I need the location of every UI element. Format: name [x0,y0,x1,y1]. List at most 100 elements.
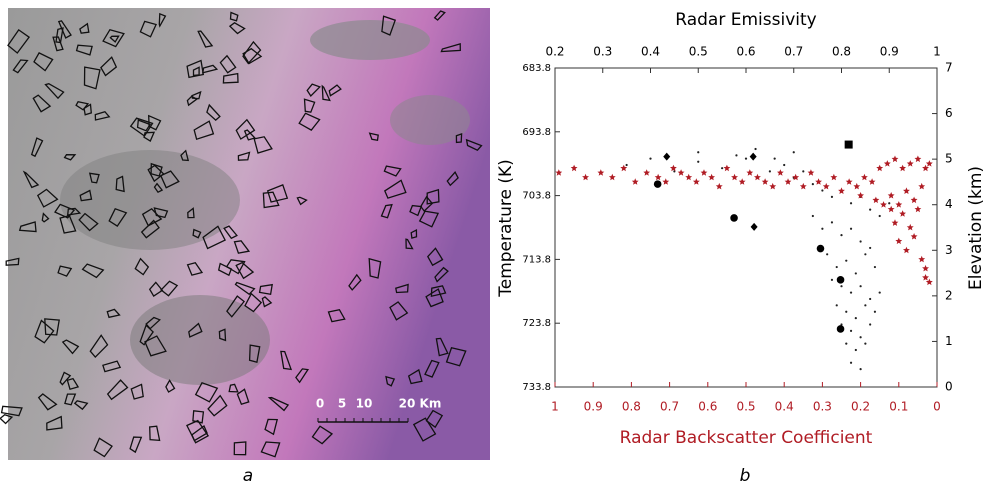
flow-outline [57,265,73,277]
data-point [925,278,933,286]
x-tick-label: 1 [933,45,941,59]
flow-outline [57,20,72,39]
data-point [910,233,918,240]
flow-outline [106,308,121,319]
data-point [849,202,853,205]
x2-tick-label: 0.3 [813,400,832,414]
flow-outline [148,281,164,298]
flow-outline [0,413,14,425]
flow-outline [311,425,334,445]
flow-outline [192,410,205,424]
data-point [830,173,838,181]
y2-tick-label: 5 [945,152,953,166]
y2-tick-label: 2 [945,288,953,302]
flow-outline [136,119,152,132]
flow-outline [260,441,281,458]
data-point [861,173,868,181]
data-point [845,310,848,313]
flow-outline [187,207,195,219]
flow-outline [191,90,202,100]
y-tick-label: 723.8 [522,318,551,329]
data-point [840,234,843,237]
data-point [891,155,899,163]
dark-terrain [310,20,430,60]
flow-outline [55,27,64,44]
x2-tick-label: 1 [551,400,559,414]
data-point [887,205,895,213]
flow-outline [88,172,100,184]
flow-outline [37,393,58,411]
data-point [830,195,834,198]
data-point [555,169,563,176]
data-point [864,304,867,307]
flow-outline [192,228,202,239]
data-point [864,342,867,345]
data-point [744,157,748,160]
data-point [838,187,845,194]
flow-outline [194,382,219,403]
x2-tick-label: 0 [933,400,941,414]
flow-outline [64,393,77,406]
dark-terrain [390,95,470,145]
data-point [620,164,628,172]
data-point [784,178,792,185]
flow-outline [321,84,331,102]
data-point [685,173,693,181]
data-point [869,323,872,326]
data-point [816,244,825,253]
x-tick-label: 0.2 [545,45,564,59]
flow-outline [89,334,109,359]
flow-outline [410,228,418,239]
data-point [918,255,926,263]
data-point [844,140,853,149]
flow-outline [192,66,200,77]
flow-outline [280,350,293,371]
data-point [735,154,738,157]
flow-outline [83,103,92,116]
data-point [864,253,867,256]
flow-outline [218,328,227,342]
flow-outline [59,214,77,234]
flow-outline [261,296,273,308]
flow-outline [427,247,444,267]
data-point [925,160,933,167]
flow-outline [389,301,409,321]
data-point [677,169,685,176]
data-point [922,274,929,281]
data-point [914,205,922,213]
left-axis-title: Temperature (K) [496,159,516,298]
x2-tick-label: 0.9 [584,400,603,414]
data-point [887,192,895,199]
flow-outline [207,394,228,417]
data-point [903,246,910,254]
data-point [878,291,881,294]
data-point [910,196,918,204]
x2-tick-label: 0.5 [736,400,755,414]
y2-tick-label: 3 [945,243,953,257]
data-point [754,173,761,181]
flow-outline [233,240,251,254]
data-point [643,169,651,176]
data-point [840,285,843,288]
flow-outline [244,292,263,313]
flow-outline [73,400,89,411]
flow-outline [385,375,396,387]
data-point [750,222,758,231]
y-tick-label: 693.8 [522,127,551,138]
flow-outline [228,22,246,35]
data-point [849,227,853,230]
data-point [697,151,700,154]
data-point [854,272,857,275]
x2-tick-label: 0.6 [698,400,717,414]
data-point [849,291,853,294]
data-point [715,182,723,190]
data-point [670,164,677,172]
flow-outline [22,170,40,189]
data-point [891,219,899,226]
flow-outline [201,64,219,74]
data-point [582,173,589,181]
data-point [754,147,757,151]
flow-outline [153,182,164,194]
plot-frame [554,67,938,388]
flow-outline [306,83,321,98]
